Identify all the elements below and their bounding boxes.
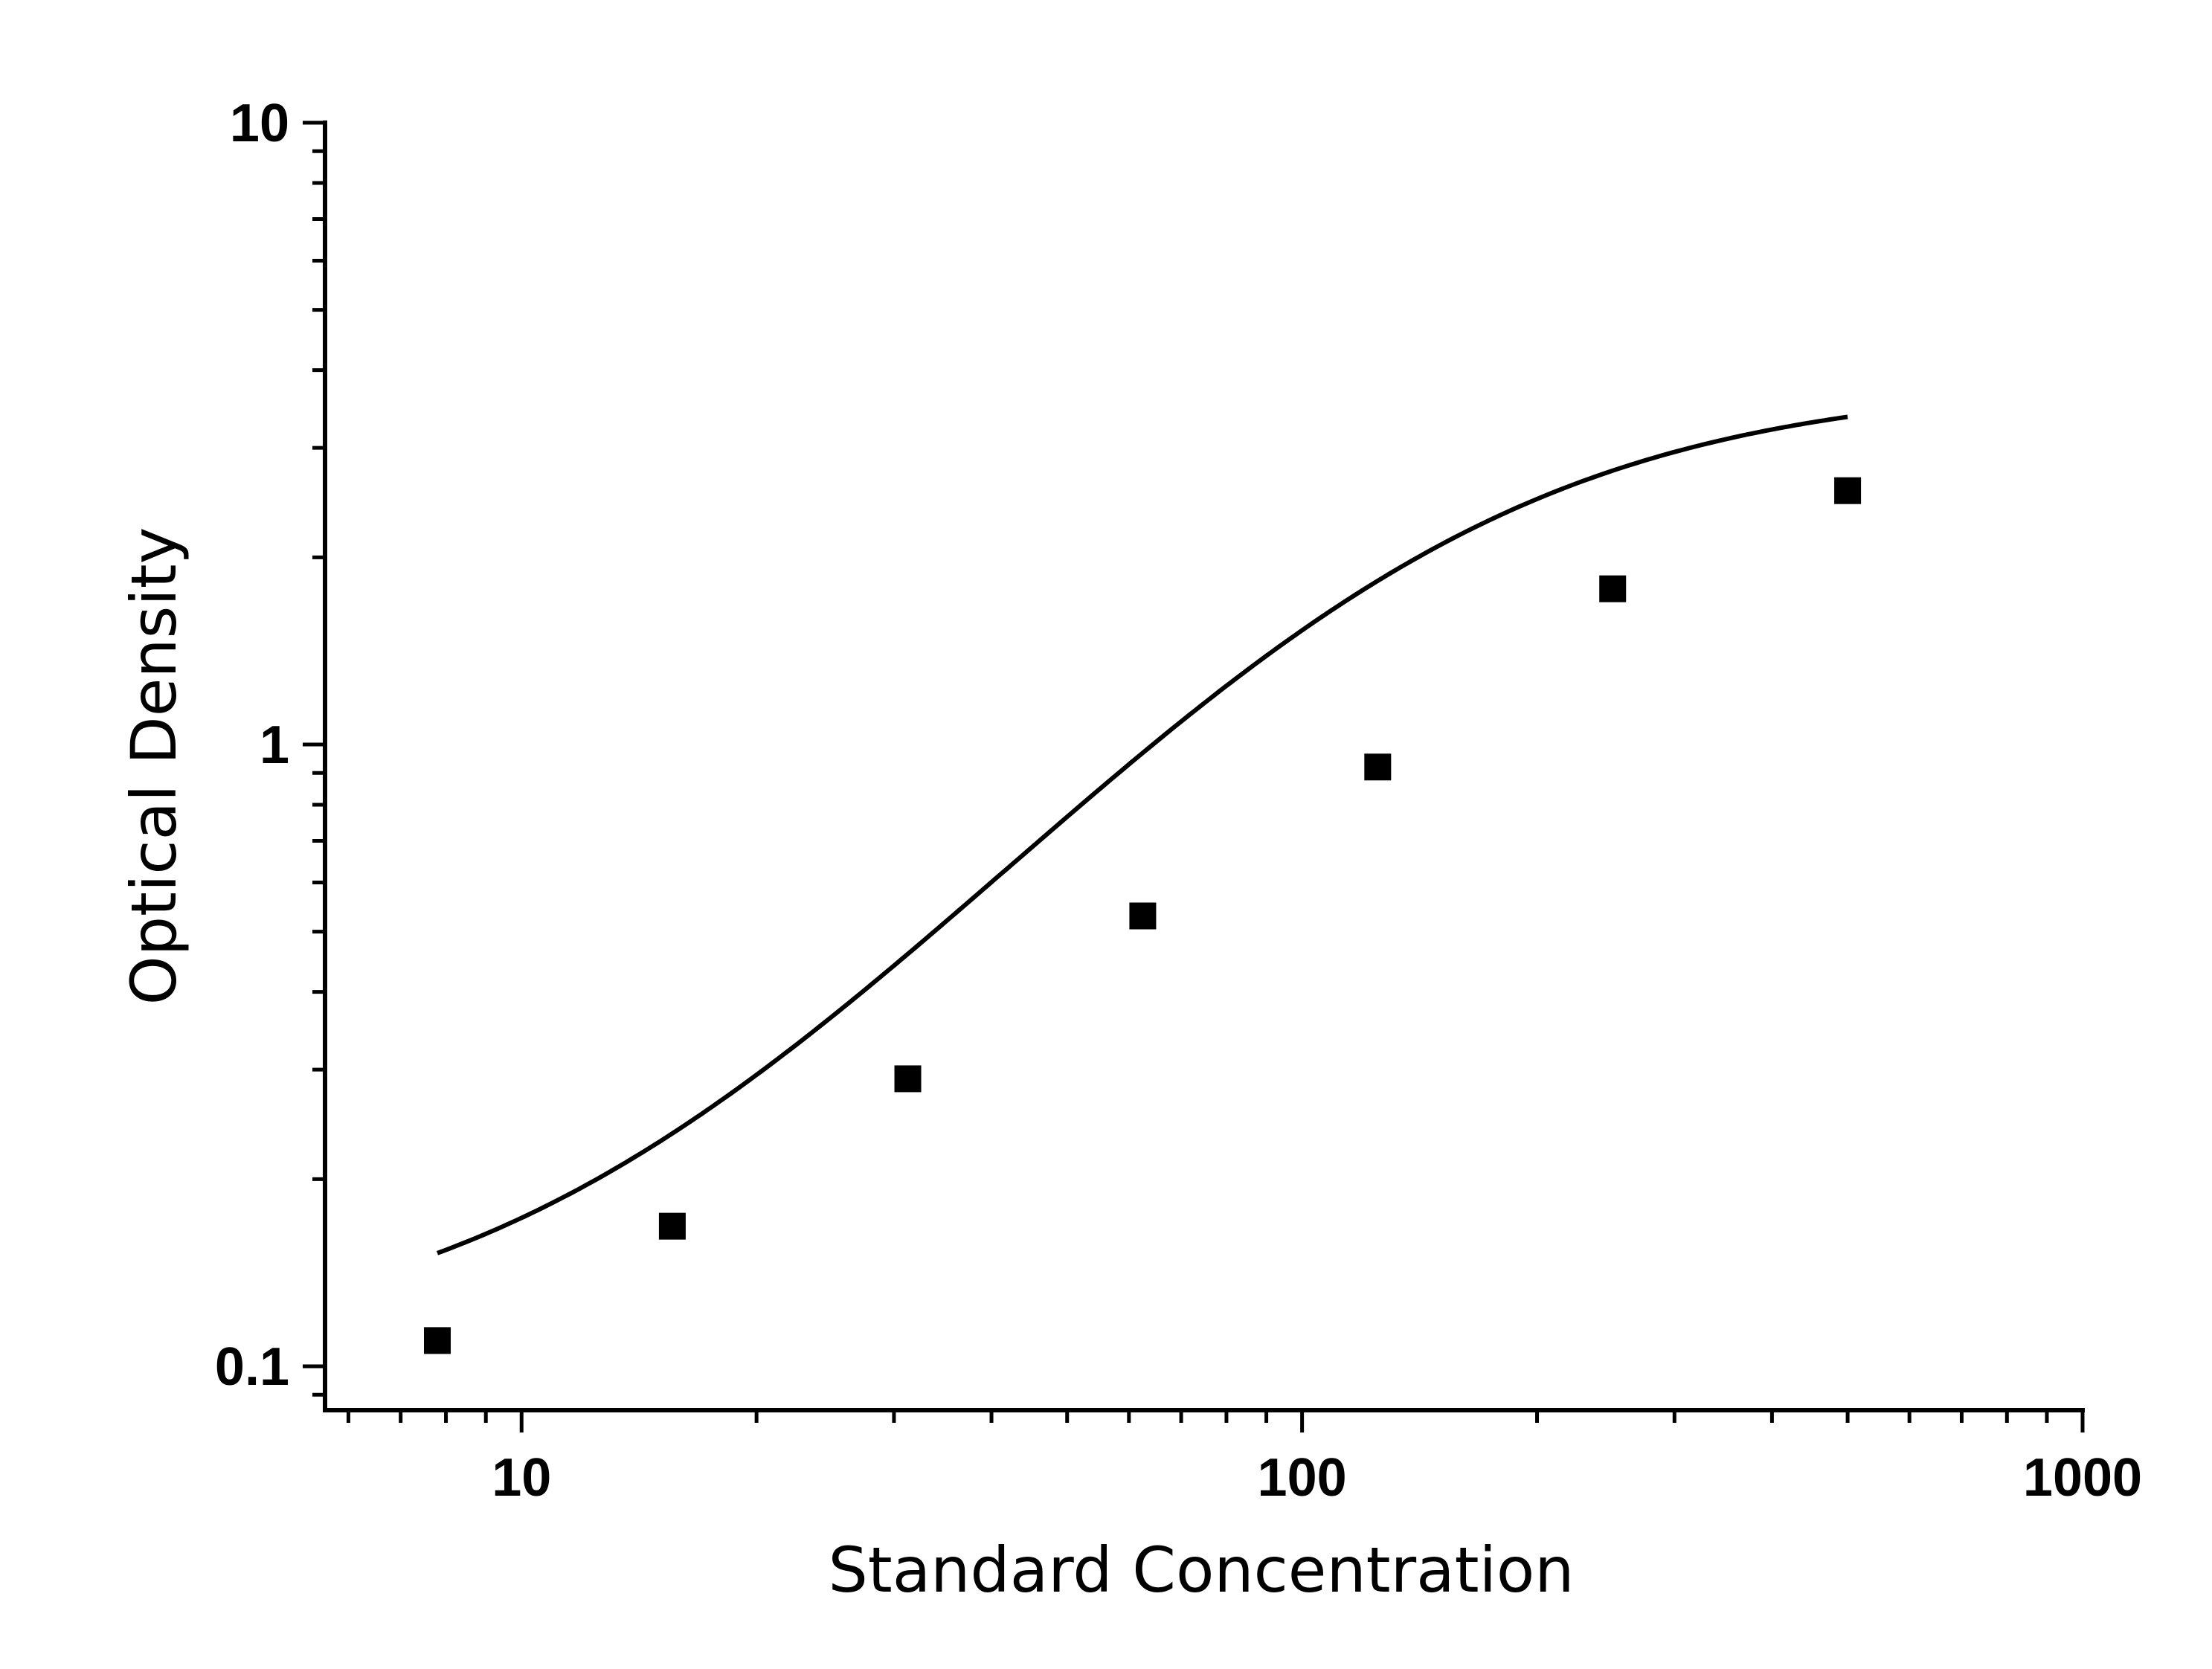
x-tick-label: 10 xyxy=(492,1448,551,1508)
data-point xyxy=(894,1065,922,1093)
y-tick-labels: 0.1 1 10 xyxy=(215,94,289,1397)
y-ticks xyxy=(303,120,325,1397)
y-axis-title: Optical Density xyxy=(118,527,190,1006)
x-axis-title: Standard Concentration xyxy=(828,1534,1574,1607)
fit-curve xyxy=(436,414,1848,1255)
plot-area: 10 100 1000 0.1 1 10 xyxy=(215,94,2142,1508)
y-tick-label: 1 xyxy=(260,715,289,775)
y-tick-label: 0.1 xyxy=(215,1337,289,1397)
x-tick-labels: 10 100 1000 xyxy=(492,1448,2142,1508)
data-points xyxy=(424,477,1862,1354)
data-point xyxy=(1599,575,1627,602)
data-point xyxy=(1834,477,1862,504)
data-point xyxy=(1364,753,1392,781)
x-tick-label: 1000 xyxy=(2023,1448,2142,1508)
data-point xyxy=(424,1327,451,1354)
x-ticks xyxy=(346,1410,2085,1432)
data-point xyxy=(658,1212,686,1240)
x-tick-label: 100 xyxy=(1258,1448,1347,1508)
y-tick-label: 10 xyxy=(230,94,289,153)
data-point xyxy=(1129,902,1157,930)
